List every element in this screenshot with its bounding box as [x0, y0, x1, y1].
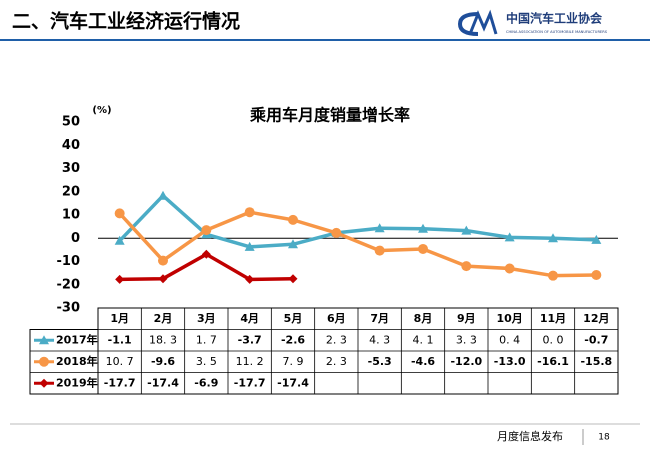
legend-label: 2018年 — [56, 354, 98, 368]
x-tick-label: 9月 — [457, 312, 476, 325]
point — [244, 207, 255, 218]
table-value: -3.7 — [238, 333, 262, 346]
logo — [457, 9, 498, 36]
x-tick-label: 3月 — [197, 312, 216, 325]
table-value: -6.9 — [194, 376, 218, 389]
chart-title: 乘用车月度销量增长率 — [249, 106, 410, 125]
legend-label: 2017年 — [56, 332, 98, 346]
y-tick-label: 50 — [62, 115, 80, 130]
table-value: 11. 2 — [236, 355, 264, 368]
table-value: 1. 7 — [196, 333, 217, 346]
point — [461, 261, 472, 272]
y-tick-label: 30 — [62, 161, 80, 176]
table-value: 3. 5 — [196, 355, 217, 368]
org-english: CHINA ASSOCIATION OF AUTOMOBILE MANUFACT… — [506, 30, 608, 34]
point — [288, 239, 298, 249]
x-tick-label: 8月 — [414, 312, 433, 325]
table-value: 3. 3 — [456, 333, 477, 346]
point — [158, 190, 168, 200]
point — [201, 225, 212, 236]
point — [158, 274, 168, 284]
slide-title: 二、汽车工业经济运行情况 — [12, 10, 240, 33]
legend-marker — [39, 356, 49, 367]
table-value: -12.0 — [450, 355, 482, 368]
table-value: -17.7 — [234, 376, 266, 389]
point — [158, 255, 168, 266]
point — [114, 235, 125, 245]
y-tick-label: 20 — [62, 184, 80, 199]
table-value: -4.6 — [411, 355, 435, 368]
table-value: 18. 3 — [149, 333, 177, 346]
point — [591, 269, 602, 280]
table-value: -16.1 — [537, 355, 569, 368]
table-value: -17.7 — [104, 376, 136, 389]
point — [201, 249, 211, 259]
x-tick-label: 11月 — [540, 312, 566, 325]
y-tick-label: 10 — [62, 208, 80, 223]
point — [115, 274, 125, 284]
table-value: 0. 4 — [499, 333, 520, 346]
logo-am — [468, 9, 498, 35]
x-tick-label: 10月 — [497, 312, 523, 325]
x-tick-label: 4月 — [240, 312, 259, 325]
table-value: 2. 3 — [326, 333, 347, 346]
table-value: 4. 3 — [369, 333, 390, 346]
table-value: 4. 1 — [413, 333, 434, 346]
x-tick-label: 5月 — [284, 312, 303, 325]
table-value: -15.8 — [580, 355, 612, 368]
series-line — [118, 193, 597, 249]
point — [504, 232, 515, 242]
table-value: -0.7 — [584, 333, 608, 346]
point — [591, 234, 602, 244]
page-number: 18 — [598, 433, 610, 443]
y-unit: (%) — [92, 105, 111, 116]
y-tick-label: 0 — [71, 231, 80, 246]
point — [288, 274, 298, 284]
point — [374, 245, 385, 256]
point — [548, 270, 558, 281]
org-name: 中国汽车工业协会 — [506, 11, 603, 26]
legend-marker — [39, 378, 49, 388]
point — [114, 208, 125, 219]
x-tick-label: 7月 — [370, 312, 389, 325]
legend-label: 2019年 — [56, 375, 98, 389]
point — [418, 223, 428, 233]
y-tick-label: -20 — [57, 277, 81, 292]
y-tick-label: -10 — [57, 254, 81, 269]
table-value: -5.3 — [368, 355, 392, 368]
legend-marker — [39, 335, 49, 345]
y-tick-label: -30 — [57, 301, 81, 316]
table-value: -13.0 — [494, 355, 526, 368]
point — [374, 223, 385, 233]
point — [331, 227, 342, 238]
table-value: 2. 3 — [326, 355, 347, 368]
point — [504, 263, 515, 274]
table-value: -17.4 — [147, 376, 179, 389]
table-value: 0. 0 — [543, 333, 564, 346]
point — [288, 214, 298, 225]
y-tick-label: 40 — [62, 138, 80, 153]
series-line — [118, 210, 597, 278]
point — [418, 243, 428, 254]
table-value: -1.1 — [108, 333, 132, 346]
table-value: -9.6 — [151, 355, 175, 368]
point — [244, 241, 255, 251]
table-value: -17.4 — [277, 376, 309, 389]
x-tick-label: 12月 — [583, 312, 609, 325]
table-value: 7. 9 — [283, 355, 304, 368]
point — [461, 225, 472, 235]
point — [548, 233, 558, 243]
x-tick-label: 1月 — [110, 312, 129, 325]
point — [245, 274, 255, 284]
x-tick-label: 6月 — [327, 312, 346, 325]
x-tick-label: 2月 — [154, 312, 173, 325]
footer-text: 月度信息发布 — [497, 429, 563, 443]
table-value: -2.6 — [281, 333, 305, 346]
table-value: 10. 7 — [106, 355, 134, 368]
